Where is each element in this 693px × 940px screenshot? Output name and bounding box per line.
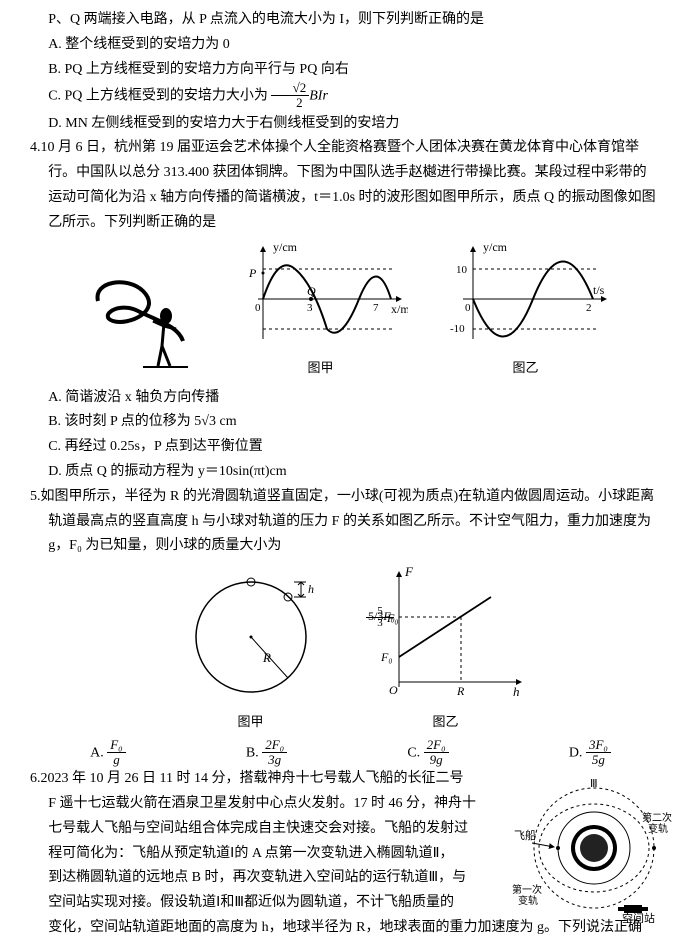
q3-stem-tail: P、Q 两端接入电路，从 P 点流入的电流大小为 I，则下列判断正确的是 bbox=[30, 8, 671, 32]
q5-fig2-F: F bbox=[404, 564, 414, 579]
q4-fig1-x3: 3 bbox=[307, 302, 313, 314]
q4-line1: 4.10 月 6 日，杭州第 19 届亚运会艺术体操个人全能资格赛暨个人团体决赛… bbox=[30, 136, 671, 160]
q4-opt-b: B. 该时刻 P 点的位移为 5√3 cm bbox=[30, 410, 671, 434]
q4-opt-a: A. 简谐波沿 x 轴负方向传播 bbox=[30, 386, 671, 410]
q5-fig2-h: h bbox=[513, 684, 520, 699]
q6-fig-t1b: 变轨 bbox=[518, 894, 538, 907]
q6-fig-III: Ⅲ bbox=[590, 778, 598, 790]
q4-fig1-ylab: y/cm bbox=[273, 240, 298, 254]
q4-opt-d: D. 质点 Q 的振动方程为 y＝10sin(πt)cm bbox=[30, 460, 671, 484]
q5-line1: 5.如图甲所示，半径为 R 的光滑圆轨道竖直固定，一小球(可视为质点)在轨道内做… bbox=[30, 485, 671, 509]
q3-opt-d: D. MN 左侧线框受到的安培力大于右侧线框受到的安培力 bbox=[30, 112, 671, 136]
q5-l1: 如图甲所示，半径为 R 的光滑圆轨道竖直固定，一小球(可视为质点)在轨道内做圆周… bbox=[41, 489, 655, 504]
q4-num: 4. bbox=[30, 140, 41, 155]
q6-fig-t1a: 第一次 bbox=[512, 883, 542, 896]
q3-c-frac-n: √2 bbox=[271, 81, 309, 96]
q5-opt-c: C. 2F₀9g bbox=[407, 739, 448, 767]
q4-fig1-x7: 7 bbox=[373, 302, 379, 314]
q3-c-frac-d: 2 bbox=[271, 96, 309, 110]
svg-text:O: O bbox=[389, 683, 398, 697]
q4-fig2-xlab: t/s bbox=[593, 283, 605, 297]
q4-fig1: y/cm x/m P Q 0 3 7 图甲 bbox=[233, 239, 408, 380]
q6-fig-t2b: 变轨 bbox=[648, 822, 668, 835]
q5-fig2: F h O F₀ 5/3F₀ 5 3 F₀ R 图乙 bbox=[361, 562, 531, 733]
q5-figure-row: R h 图甲 F h O F₀ 5/3F₀ 5 bbox=[30, 562, 671, 733]
q4-fig2-x2: 2 bbox=[586, 302, 592, 314]
q4-figure-row: y/cm x/m P Q 0 3 7 图甲 y/cm t/s 10 -10 bbox=[30, 239, 671, 380]
q4-fig2-ylab: y/cm bbox=[483, 240, 508, 254]
q4-opt-c: C. 再经过 0.25s，P 点到达平衡位置 bbox=[30, 435, 671, 459]
q5-num: 5. bbox=[30, 489, 41, 504]
q3-c-post: BIr bbox=[309, 89, 328, 104]
q6-l1: 2023 年 10 月 26 日 11 时 14 分，搭载神舟十七号载人飞船的长… bbox=[41, 771, 464, 786]
q4-fig1-P: P bbox=[248, 266, 257, 280]
q4-line4: 乙所示。下列判断正确的是 bbox=[30, 211, 671, 235]
q6-block: Ⅲ 飞船 第一次 变轨 第二次 变轨 空间站 6.2023 年 10 月 26 … bbox=[30, 767, 671, 940]
svg-text:0: 0 bbox=[465, 302, 471, 314]
q4-photo bbox=[88, 271, 203, 380]
q4-fig2-y10: 10 bbox=[456, 264, 468, 276]
svg-text:F₀: F₀ bbox=[386, 611, 399, 625]
q5-fig2-R: R bbox=[456, 684, 465, 698]
q4-line3: 运动可简化为沿 x 轴方向传播的简谐横波，t＝1.0s 时的波形图如图甲所示，质… bbox=[30, 186, 671, 210]
q5-line3: g，F₀ 为已知量，则小球的质量大小为 bbox=[30, 534, 671, 558]
q6-num: 6. bbox=[30, 771, 41, 786]
q4-line2: 行。中国队以总分 313.400 获团体铜牌。下图为中国队选手赵樾进行带操比赛。… bbox=[30, 161, 671, 185]
q4-fig2-ym10: -10 bbox=[450, 323, 465, 335]
q5-fig2-F0: F₀ bbox=[380, 650, 393, 664]
q6-fig-station: 空间站 bbox=[622, 911, 655, 923]
q4-l1: 10 月 6 日，杭州第 19 届亚运会艺术体操个人全能资格赛暨个人团体决赛在黄… bbox=[41, 140, 640, 155]
q4-fig2-cap: 图乙 bbox=[438, 357, 613, 379]
q4-fig1-cap: 图甲 bbox=[233, 357, 408, 379]
q4-fig1-xlab: x/m bbox=[391, 302, 408, 316]
q5-options: A. F₀g B. 2F₀3g C. 2F₀9g D. 3F₀5g bbox=[30, 739, 671, 767]
q5-opt-b: B. 2F₀3g bbox=[246, 739, 287, 767]
svg-text:0: 0 bbox=[255, 302, 261, 314]
q3-c-pre: C. PQ 上方线框受到的安培力大小为 bbox=[48, 89, 268, 104]
q6-figure: Ⅲ 飞船 第一次 变轨 第二次 变轨 空间站 bbox=[512, 773, 677, 932]
q5-fig2-cap: 图乙 bbox=[361, 711, 531, 733]
q5-fig1-h: h bbox=[308, 582, 314, 596]
q5-fig1-R: R bbox=[262, 650, 271, 665]
q5-opt-a: A. F₀g bbox=[90, 739, 126, 767]
q6-fig-ship: 飞船 bbox=[514, 828, 536, 842]
q4-fig2: y/cm t/s 10 -10 0 2 图乙 bbox=[438, 239, 613, 380]
q5-fig1-cap: 图甲 bbox=[171, 711, 331, 733]
q3-opt-b: B. PQ 上方线框受到的安培力方向平行与 PQ 向右 bbox=[30, 58, 671, 82]
q5-fig1: R h 图甲 bbox=[171, 562, 331, 733]
q5-line2: 轨道最高点的竖直高度 h 与小球对轨道的压力 F 的关系如图乙所示。不计空气阻力… bbox=[30, 510, 671, 534]
q3-c-frac: √2 2 bbox=[271, 81, 309, 109]
q3-opt-a: A. 整个线框受到的安培力为 0 bbox=[30, 33, 671, 57]
q5-opt-d: D. 3F₀5g bbox=[569, 739, 611, 767]
q4-fig1-Q: Q bbox=[307, 284, 316, 298]
q6-fig-t2a: 第二次 bbox=[642, 811, 672, 824]
q3-opt-c: C. PQ 上方线框受到的安培力大小为 √2 2 BIr bbox=[30, 82, 671, 110]
